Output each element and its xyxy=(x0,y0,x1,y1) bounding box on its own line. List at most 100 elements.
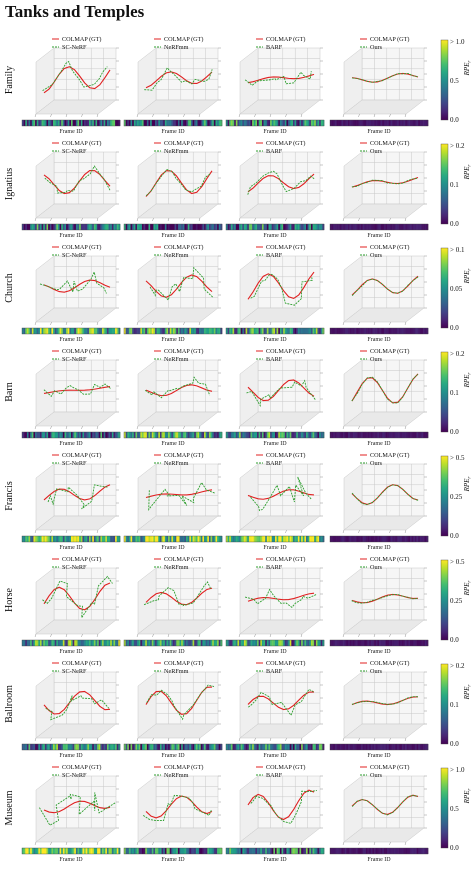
rpe-cell xyxy=(192,744,195,750)
rpe-cell xyxy=(195,120,198,126)
rpe-cell xyxy=(375,640,378,646)
axes-box xyxy=(343,47,425,115)
rpe-cell xyxy=(95,120,98,126)
rpe-cell xyxy=(169,536,172,542)
rpe-cell xyxy=(30,744,33,750)
axis-tick xyxy=(358,633,360,638)
colorbar-axis-label-sub: r xyxy=(468,269,473,271)
rpe-cell xyxy=(215,432,218,438)
rpe-cell xyxy=(106,224,109,230)
rpe-cell xyxy=(248,744,251,750)
rpe-cell xyxy=(315,744,318,750)
rpe-cell xyxy=(261,120,264,126)
legend-gt-label: COLMAP (GT) xyxy=(164,140,203,147)
rpe-cell xyxy=(190,640,193,646)
rpe-cell xyxy=(64,432,67,438)
trajectory-est xyxy=(43,383,112,398)
rpe-cell xyxy=(294,224,297,230)
axis-tick xyxy=(358,425,360,430)
legend-method-label: NeRFmm xyxy=(164,252,189,259)
rpe-cell xyxy=(271,120,274,126)
rpe-cell xyxy=(406,432,409,438)
rpe-cell xyxy=(140,328,143,334)
rpe-cell xyxy=(148,224,151,230)
rpe-cell xyxy=(401,640,404,646)
axis-tick xyxy=(342,737,345,742)
rpe-cell xyxy=(416,848,419,854)
rpe-cell xyxy=(265,224,268,230)
rpe-cell xyxy=(207,536,210,542)
frame-id-label: Frame ID xyxy=(263,337,287,343)
rpe-cell xyxy=(158,432,161,438)
rpe-cell xyxy=(44,224,47,230)
rpe-cell xyxy=(310,224,313,230)
rpe-cell xyxy=(164,328,167,334)
rpe-cell xyxy=(218,536,221,542)
rpe-cell xyxy=(174,744,177,750)
rpe-cell xyxy=(169,120,172,126)
rpe-cell xyxy=(424,848,427,854)
rpe-cell xyxy=(257,744,259,750)
rpe-cell xyxy=(392,432,394,438)
rpe-cell xyxy=(212,536,215,542)
rpe-cell xyxy=(235,432,238,438)
rpe-cell xyxy=(156,328,159,334)
rpe-cell xyxy=(418,432,421,438)
rpe-cell xyxy=(283,640,286,646)
axis-tick xyxy=(254,841,256,846)
rpe-cell xyxy=(347,640,350,646)
rpe-cell xyxy=(247,432,250,438)
rpe-cell xyxy=(61,744,64,750)
rpe-cell xyxy=(330,120,332,126)
legend-method-label: SC-NeRF xyxy=(62,252,87,259)
axis-tick xyxy=(389,113,391,118)
rpe-cell xyxy=(276,744,279,750)
axis-tick xyxy=(183,217,185,222)
frame-id-label: Frame ID xyxy=(59,753,83,759)
rpe-cell xyxy=(245,744,248,750)
legend-method-label: NeRFmm xyxy=(164,564,189,571)
rpe-cell xyxy=(210,432,213,438)
rpe-cell xyxy=(159,848,162,854)
rpe-cell xyxy=(253,744,256,750)
rpe-cell xyxy=(229,224,232,230)
rpe-cell xyxy=(359,744,362,750)
axes-box xyxy=(239,47,321,115)
rpe-cell xyxy=(258,120,261,126)
rpe-cell xyxy=(356,224,359,230)
rpe-cell xyxy=(146,744,149,750)
axis-tick xyxy=(269,633,272,638)
trajectory-gt xyxy=(247,592,315,602)
rpe-cell xyxy=(392,744,394,750)
rpe-cell xyxy=(35,224,37,230)
rpe-strip xyxy=(21,223,121,231)
rpe-cell xyxy=(85,120,88,126)
rpe-cell xyxy=(426,328,429,334)
axis-tick xyxy=(34,113,37,118)
axes-box xyxy=(239,359,321,427)
rpe-cell xyxy=(292,536,295,542)
colorbar-bar xyxy=(440,351,449,433)
rpe-cell xyxy=(388,744,391,750)
axis-tick xyxy=(269,737,272,742)
rpe-cell xyxy=(297,328,300,334)
rpe-cell xyxy=(229,640,232,646)
axis-tick xyxy=(373,425,376,430)
legend-method-label: NeRFmm xyxy=(164,772,189,779)
rpe-cell xyxy=(382,744,385,750)
rpe-cell xyxy=(242,848,245,854)
rpe-strip-border xyxy=(329,743,429,751)
rpe-cell xyxy=(115,224,118,230)
rpe-cell xyxy=(380,640,383,646)
rpe-cell xyxy=(111,432,114,438)
trajectory-est xyxy=(351,177,418,188)
rpe-cell xyxy=(288,432,290,438)
rpe-cell xyxy=(23,120,26,126)
rpe-cell xyxy=(62,744,65,750)
rpe-strip xyxy=(225,639,325,647)
legend-gt-label: COLMAP (GT) xyxy=(370,660,409,667)
axes-box xyxy=(35,359,117,427)
rpe-cell xyxy=(64,120,67,126)
frame-id-label: Frame ID xyxy=(161,233,185,239)
